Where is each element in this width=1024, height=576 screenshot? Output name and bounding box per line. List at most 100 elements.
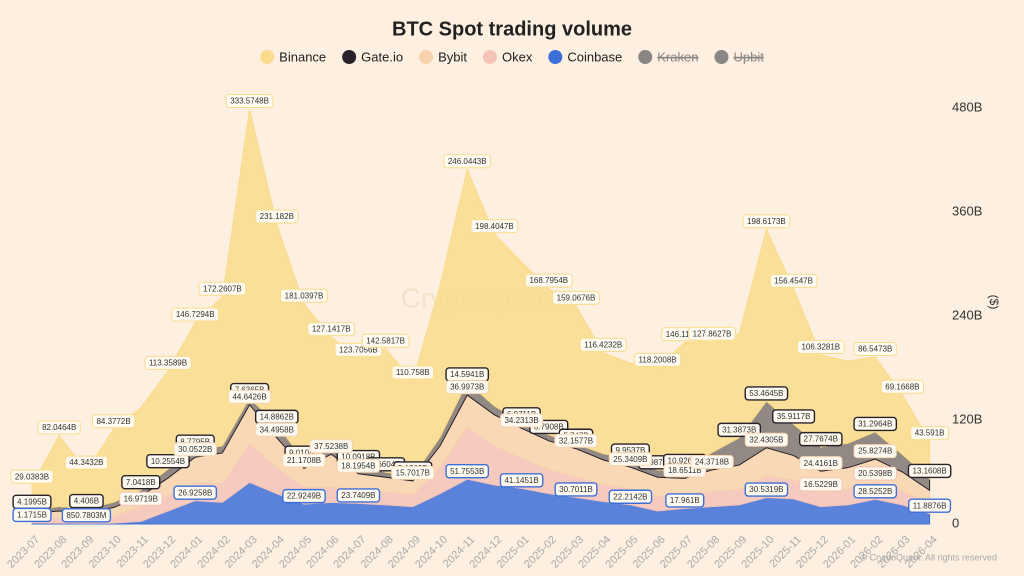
data-label-text: 13.1608B [912,467,946,476]
data-label: 30.7011B [554,482,598,497]
data-label: 43.591B [910,426,950,441]
data-label-box [554,482,598,497]
data-label-text: 116.4232B [584,341,622,350]
data-label-box [798,431,843,447]
data-label: 22.9249B [282,488,326,504]
data-label-box [552,290,600,305]
data-label-text: 28.5252B [858,487,892,496]
data-label-text: 113.3589B [149,359,187,368]
data-label: 168.7954B [524,273,573,288]
legend-label: Coinbase [567,49,622,64]
data-label-box [910,426,950,441]
legend-item: Kraken [638,49,699,64]
data-label-box [853,416,898,432]
data-label: 21.1708B [282,453,326,468]
data-label-box [361,333,410,348]
data-label-box [853,341,897,356]
data-label-text: 36.9973B [450,383,484,392]
data-label-box [499,473,544,488]
data-label-text: 198.4047B [475,222,514,231]
data-label: 20.5398B [853,466,897,481]
data-label: 37.5238B [309,439,353,454]
data-label-text: 159.0676B [557,293,596,302]
data-label-text: 22.2142B [613,492,647,501]
data-label-box [796,339,845,354]
data-label-text: 181.0397B [285,291,324,300]
data-label-text: 25.8274B [858,447,892,456]
legend-swatch [419,50,434,64]
legend-item: Bybit [419,49,467,64]
data-label-text: 34.2313B [504,416,538,425]
data-label: 156.4547B [769,273,818,288]
legend-label: Bybit [438,49,467,64]
data-label-box [227,389,272,404]
data-label-text: 37.5238B [314,442,348,451]
data-label-box [744,386,789,401]
data-label-text: 15.7017B [396,469,430,478]
data-label-text: 24.4161B [804,459,838,468]
data-label-text: 26.9258B [178,488,212,497]
data-label: 159.0676B [552,290,600,305]
data-label: 35.9117B [772,409,816,424]
data-label: 246.0443B [443,154,492,169]
data-label: 28.5252B [853,484,898,499]
data-label: 198.6173B [742,214,791,229]
data-label: 116.4232B [579,337,627,352]
data-label-box [146,453,190,469]
legend-item: Gate.io [342,49,403,64]
data-label: 127.1417B [307,322,356,337]
data-label: 24.3718B [690,454,734,469]
data-label-text: 850.7803M [66,511,106,520]
data-label: 32.4305B [744,432,789,447]
data-label-box [579,337,627,352]
copyright: © CryptoQuant. All rights reserved [860,552,997,562]
data-label: 333.5748B [225,93,274,108]
data-label-text: 146.7294B [176,310,215,319]
data-label: 53.4645B [744,386,789,401]
legend-item: Upbit [714,49,764,64]
data-label-box [225,93,274,108]
data-label: 142.5817B [361,333,410,348]
legend-label: Kraken [657,49,698,64]
data-label-text: 32.4305B [749,435,783,444]
data-label-text: 118.2008B [639,355,677,364]
data-label: 110.758B [391,365,435,380]
data-label: 15.7017B [391,465,435,480]
data-label-box [119,491,163,506]
data-label-text: 30.0522B [178,445,212,454]
data-label-text: 1.1715B [17,511,47,520]
legend-label: Upbit [733,49,764,64]
data-label: 10.2554B [146,453,190,469]
data-label: 106.3281B [796,339,845,354]
y-tick-label: 360B [952,203,982,218]
data-label-text: 6.7908B [534,423,564,432]
data-label-box [61,508,112,523]
data-label: 51.7553B [445,463,490,479]
data-label: 22.2142B [608,489,653,504]
data-label: 17.961B [665,493,705,508]
data-label-box [769,273,818,288]
data-label-box [470,219,519,234]
data-label-box [608,489,653,504]
data-label-text: 44.6426B [232,392,266,401]
data-label-text: 29.0383B [15,472,49,481]
data-label-text: 32.1577B [559,436,593,445]
data-label-text: 17.961B [670,496,700,505]
data-label-box [255,209,299,224]
data-label-text: 27.7674B [804,435,838,444]
data-label: 14.5941B [445,367,490,382]
chart-title: BTC Spot trading volume [392,18,632,40]
data-label-text: 86.5473B [858,345,892,354]
data-label-text: 172.2607B [203,284,242,293]
data-label-text: 34.4958B [260,425,294,434]
legend-item: Coinbase [548,49,622,64]
data-label: 44.3432B [64,455,109,470]
data-label: 850.7803M [61,508,112,523]
data-label-text: 333.5748B [230,97,269,106]
data-label: 30.5319B [744,482,789,497]
data-label-box [634,352,682,367]
data-label: 172.2607B [198,281,247,296]
data-label: 13.1608B [907,463,952,479]
data-label-box [665,493,705,508]
data-label: 32.1577B [554,433,598,448]
